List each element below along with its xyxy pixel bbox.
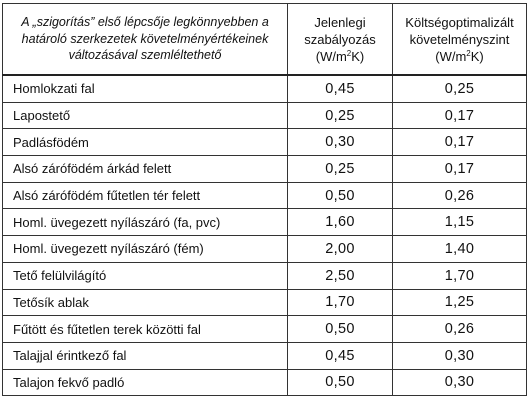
row-label: Alsó zárófödém árkád felett (2, 155, 288, 183)
header-optimal-line2: követelményszint (409, 31, 510, 47)
header-description: A „szigorítás” első lépcsője legkönnyebb… (2, 3, 288, 76)
table-row: Homl. üvegezett nyílászáró (fém) 2,00 1,… (2, 235, 527, 263)
optimal-value: 0,17 (392, 155, 527, 183)
row-label: Alsó zárófödém fűtetlen tér felett (2, 181, 288, 210)
table-row: Alsó zárófödém árkád felett 0,25 0,17 (2, 155, 527, 183)
optimal-value: 0,26 (392, 181, 527, 210)
current-value: 0,50 (287, 315, 393, 343)
row-label: Homlokzati fal (2, 74, 288, 103)
header-current-line1: Jelenlegi (314, 14, 366, 30)
optimal-value: 1,25 (392, 288, 527, 317)
table-header: A „szigorítás” első lépcsője legkönnyebb… (2, 3, 527, 76)
optimal-value: 1,40 (392, 235, 527, 263)
current-value: 0,30 (287, 128, 393, 157)
current-value: 1,70 (287, 288, 393, 317)
header-optimal-unit: (W/m2K) (435, 48, 484, 64)
optimal-value: 1,15 (392, 208, 527, 237)
table-row: Fűtött és fűtetlen terek közötti fal 0,5… (2, 315, 527, 343)
row-label: Homl. üvegezett nyílászáró (fém) (2, 235, 288, 263)
table-row: Tetősík ablak 1,70 1,25 (2, 288, 527, 317)
optimal-value: 0,17 (392, 101, 527, 130)
table-row: Homlokzati fal 0,45 0,25 (2, 74, 527, 103)
table-row: Talajon fekvő padló 0,50 0,30 (2, 368, 527, 397)
optimal-value: 0,30 (392, 368, 527, 397)
table-row: Tető felülvilágító 2,50 1,70 (2, 261, 527, 290)
header-current-unit: (W/m2K) (315, 48, 365, 64)
current-value: 0,45 (287, 341, 393, 370)
optimal-value: 0,26 (392, 315, 527, 343)
row-label: Lapostető (2, 101, 288, 130)
row-label: Fűtött és fűtetlen terek közötti fal (2, 315, 288, 343)
table-row: Homl. üvegezett nyílászáró (fa, pvc) 1,6… (2, 208, 527, 237)
table-row: Alsó zárófödém fűtetlen tér felett 0,50 … (2, 181, 527, 210)
row-label: Tető felülvilágító (2, 261, 288, 290)
table-row: Padlásfödém 0,30 0,17 (2, 128, 527, 157)
row-label: Tetősík ablak (2, 288, 288, 317)
header-current-line2: szabályozás (304, 31, 376, 47)
current-value: 0,25 (287, 155, 393, 183)
row-label: Talajon fekvő padló (2, 368, 288, 397)
current-value: 0,50 (287, 368, 393, 397)
row-label: Talajjal érintkező fal (2, 341, 288, 370)
current-value: 2,00 (287, 235, 393, 263)
table-row: Lapostető 0,25 0,17 (2, 101, 527, 130)
u-value-requirements-table: A „szigorítás” első lépcsője legkönnyebb… (2, 3, 527, 397)
current-value: 0,50 (287, 181, 393, 210)
header-cost-optimal-level: Költségoptimalizált követelményszint (W/… (392, 3, 527, 76)
optimal-value: 0,30 (392, 341, 527, 370)
row-label: Homl. üvegezett nyílászáró (fa, pvc) (2, 208, 288, 237)
table-row: Talajjal érintkező fal 0,45 0,30 (2, 341, 527, 370)
optimal-value: 1,70 (392, 261, 527, 290)
table-body: Homlokzati fal 0,45 0,25 Lapostető 0,25 … (2, 74, 527, 397)
optimal-value: 0,25 (392, 74, 527, 103)
header-row: A „szigorítás” első lépcsője legkönnyebb… (2, 3, 527, 76)
current-value: 2,50 (287, 261, 393, 290)
row-label: Padlásfödém (2, 128, 288, 157)
current-value: 1,60 (287, 208, 393, 237)
current-value: 0,25 (287, 101, 393, 130)
header-optimal-line1: Költségoptimalizált (405, 14, 514, 30)
optimal-value: 0,17 (392, 128, 527, 157)
header-current-regulation: Jelenlegi szabályozás (W/m2K) (287, 3, 393, 76)
current-value: 0,45 (287, 74, 393, 103)
